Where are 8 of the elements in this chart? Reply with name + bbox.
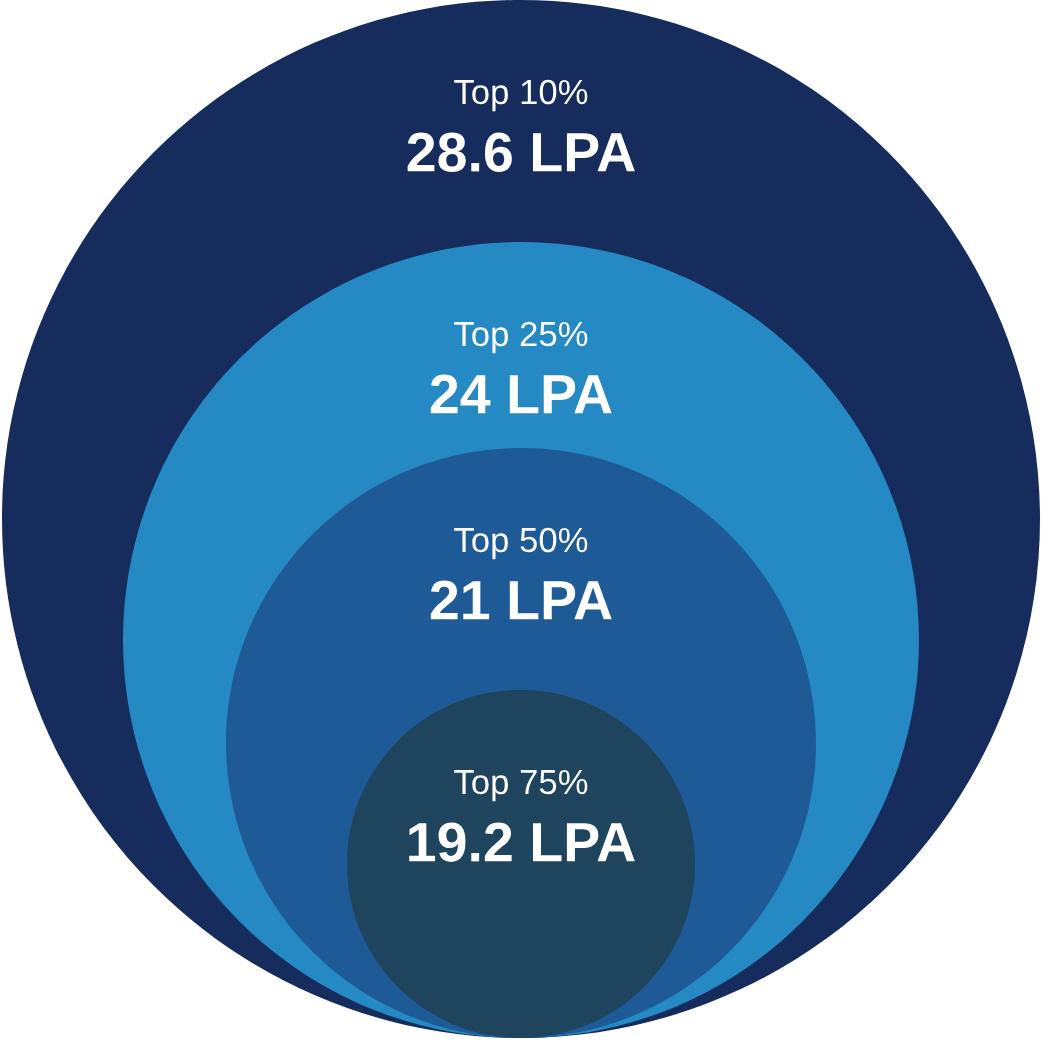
- category-label: Top 10%: [454, 79, 588, 112]
- data-label: 21 LPA: [430, 580, 612, 620]
- data-label: 24 LPA: [430, 374, 612, 414]
- category-label: Top 50%: [454, 527, 588, 560]
- data-label: 19.2 LPA: [409, 822, 635, 862]
- category-label: Top 75%: [454, 769, 588, 802]
- data-label: 28.6 LPA: [407, 132, 635, 172]
- category-label: Top 25%: [454, 321, 588, 354]
